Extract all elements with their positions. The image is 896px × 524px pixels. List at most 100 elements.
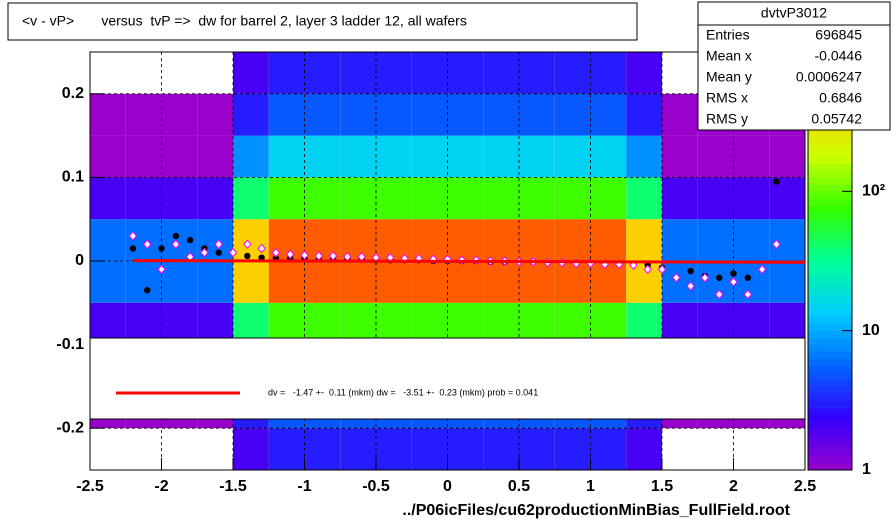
- profile-marker: [757, 264, 767, 275]
- x-tick-label: -0.5: [362, 478, 390, 495]
- stats-name: RMS y: [706, 111, 748, 127]
- colorbar-step: [808, 233, 852, 241]
- x-tick-label: 0.5: [508, 478, 530, 495]
- profile-marker: [172, 232, 179, 240]
- colorbar-tick-label: 10: [862, 322, 880, 339]
- colorbar-step: [808, 212, 852, 220]
- stats-name: Mean x: [706, 48, 752, 64]
- heat-cell: [519, 135, 555, 178]
- heat-cell: [590, 428, 627, 470]
- profile-marker: [158, 245, 165, 252]
- x-tick-label: 2.5: [794, 478, 816, 495]
- heat-cell: [268, 177, 305, 220]
- heat-cell: [483, 261, 519, 303]
- stats-box: [697, 1, 891, 131]
- fit-line: [132, 259, 806, 264]
- profile-marker: [128, 231, 138, 241]
- colorbar-step: [808, 177, 852, 185]
- heat-cell: [197, 261, 233, 303]
- x-tick-label: -2.5: [76, 478, 104, 495]
- heat-cell: [376, 177, 412, 220]
- colorbar-step: [808, 400, 852, 408]
- colorbar-step: [808, 128, 852, 137]
- heat-cell: [161, 261, 198, 303]
- profile-marker: [743, 289, 752, 300]
- heat-cell: [340, 177, 376, 220]
- heat-cell: [304, 52, 341, 94]
- x-tick-label: -2: [154, 478, 168, 495]
- heat-cell: [590, 135, 627, 178]
- profile-marker: [186, 236, 194, 244]
- profile-marker: [729, 277, 738, 287]
- profile-marker: [672, 272, 681, 283]
- colorbar-step: [808, 247, 852, 255]
- heat-cell: [483, 428, 519, 470]
- colorbar-tick-label: 1: [862, 461, 871, 478]
- colorbar-step: [808, 288, 852, 297]
- colorbar-step: [808, 184, 852, 192]
- colorbar-step: [808, 323, 852, 332]
- profile-marker: [214, 239, 223, 250]
- colorbar-step: [808, 226, 852, 234]
- heat-cell: [411, 93, 448, 136]
- profile-marker: [215, 249, 222, 256]
- heat-cell: [411, 135, 448, 178]
- heat-cell: [125, 93, 162, 136]
- heat-cell: [554, 428, 591, 470]
- x-tick-label: 0: [443, 478, 452, 495]
- x-tick-label: 1.5: [651, 478, 673, 495]
- profile-marker: [300, 250, 309, 260]
- heat-cell: [411, 428, 448, 470]
- heat-cell: [411, 219, 448, 261]
- profile-marker: [700, 272, 710, 283]
- heat-cell: [125, 177, 162, 220]
- colorbar-step: [808, 156, 852, 164]
- profile-marker: [773, 178, 780, 185]
- y-tick-label: -0.1: [56, 336, 84, 353]
- heat-cell: [304, 93, 341, 136]
- legend-label: dv = -1.47 +- 0.11 (mkm) dw = -3.51 +- 0…: [268, 387, 538, 397]
- heat-cell: [233, 219, 269, 261]
- heat-cell: [233, 261, 269, 303]
- heat-cell: [626, 219, 662, 261]
- heat-cell: [233, 177, 269, 220]
- heat-cell: [733, 219, 770, 261]
- heat-cell: [519, 219, 555, 261]
- heat-cell: [304, 135, 341, 178]
- y-tick-label: -0.2: [56, 419, 84, 436]
- heat-cell: [411, 52, 448, 94]
- heat-cell: [304, 177, 341, 220]
- colorbar-step: [808, 135, 852, 144]
- x-axis-label: ../P06icFiles/cu62productionMinBias_Full…: [402, 502, 790, 519]
- colorbar-step: [808, 309, 852, 318]
- x-tick-label: -1.5: [219, 478, 247, 495]
- heat-cell: [662, 219, 698, 261]
- heat-cell: [90, 93, 126, 136]
- profile-marker: [171, 239, 180, 250]
- heat-cell: [483, 177, 519, 220]
- colorbar-step: [808, 281, 852, 290]
- colorbar-step: [808, 240, 852, 248]
- profile-marker: [730, 270, 737, 277]
- colorbar-step: [808, 198, 852, 206]
- y-tick-label: 0.1: [62, 169, 84, 186]
- heat-cell: [697, 177, 734, 220]
- chart-title: <v - vP> versus tvP => dw for barrel 2, …: [22, 13, 467, 29]
- colorbar-step: [808, 149, 852, 157]
- stats-name: Entries: [706, 27, 750, 43]
- heat-cell: [90, 135, 126, 178]
- heat-cell: [626, 177, 662, 220]
- stats-title: dvtvP3012: [761, 5, 827, 21]
- heat-cell: [268, 135, 305, 178]
- colorbar-step: [808, 191, 852, 199]
- heat-cell: [519, 261, 555, 303]
- heat-cell: [554, 135, 591, 178]
- heat-cell: [268, 428, 305, 470]
- colorbar-step: [808, 261, 852, 269]
- colorbar-step: [808, 358, 852, 366]
- heat-cell: [626, 135, 662, 178]
- heat-cell: [697, 135, 734, 178]
- heat-cell: [268, 52, 305, 94]
- profile-marker: [258, 254, 265, 261]
- y-tick-label: 0.2: [62, 85, 84, 102]
